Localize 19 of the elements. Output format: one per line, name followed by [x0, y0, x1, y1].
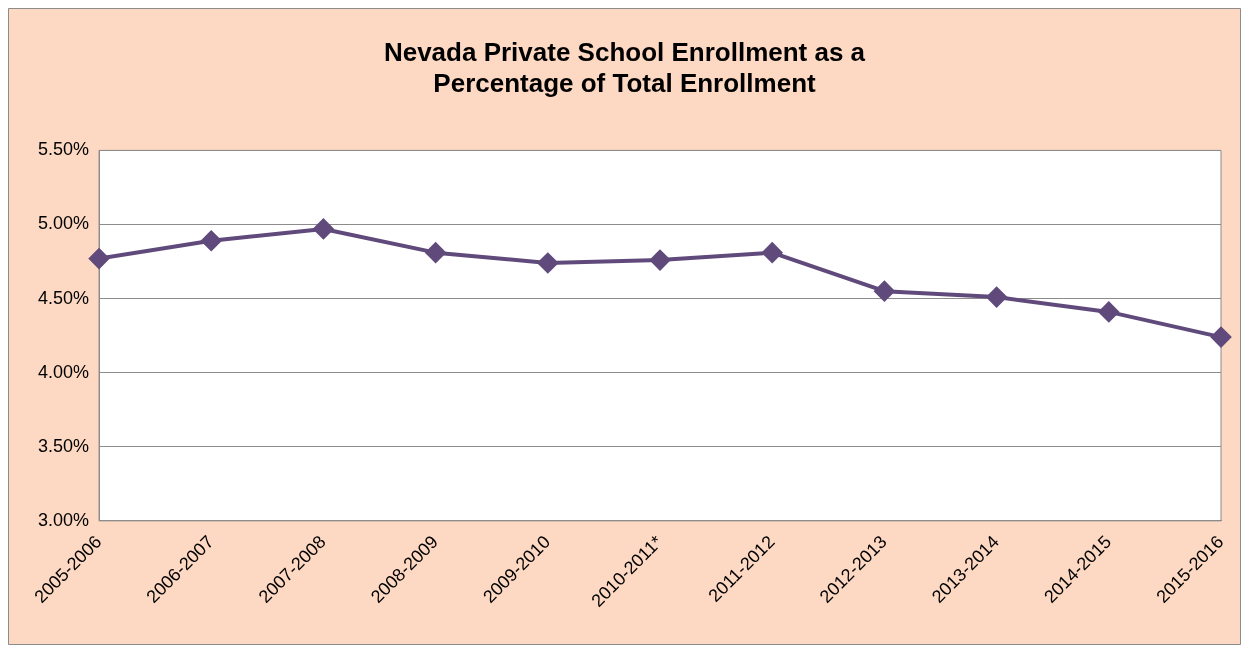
point: [1211, 327, 1231, 348]
y-tick-label: 5.00%: [37, 213, 90, 234]
y-tick-label: 3.00%: [37, 509, 90, 530]
point: [537, 253, 558, 274]
point: [313, 218, 334, 239]
y-tick-label: 3.50%: [37, 435, 90, 456]
point: [89, 248, 110, 269]
point: [650, 250, 671, 271]
y-tick-label: 4.00%: [37, 361, 90, 382]
y-tick-label: 4.50%: [37, 287, 90, 308]
point: [1098, 301, 1119, 322]
point: [986, 287, 1007, 308]
point: [874, 281, 895, 302]
point: [201, 230, 222, 251]
y-tick-label: 5.50%: [37, 139, 90, 160]
point: [425, 242, 446, 263]
text: Percentage of Total Enrollment: [433, 67, 816, 98]
text: Nevada Private School Enrollment as a: [383, 36, 866, 67]
point: [762, 242, 783, 263]
